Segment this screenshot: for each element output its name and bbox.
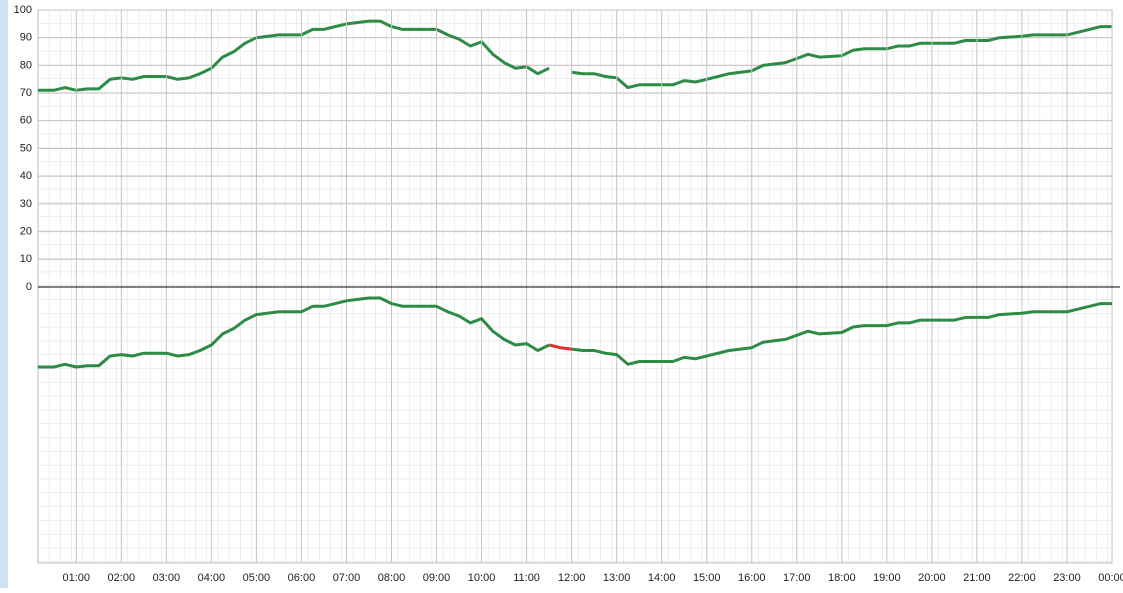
x-tick-label: 03:00 (153, 572, 181, 584)
side-strip (0, 0, 8, 588)
x-tick-label: 00:00 (1098, 572, 1123, 584)
x-tick-label: 20:00 (918, 572, 946, 584)
x-tick-label: 14:00 (648, 572, 676, 584)
x-tick-label: 19:00 (873, 572, 901, 584)
x-tick-label: 11:00 (513, 572, 540, 584)
x-tick-label: 01:00 (63, 572, 91, 584)
x-tick-label: 16:00 (738, 572, 766, 584)
y-tick-label: 60 (20, 115, 32, 127)
x-tick-label: 09:00 (423, 572, 451, 584)
series-line (38, 19, 1112, 92)
series-line (548, 343, 572, 351)
y-tick-label: 90 (20, 32, 32, 44)
x-tick-label: 06:00 (288, 572, 316, 584)
x-tick-label: 13:00 (603, 572, 631, 584)
y-tick-label: 20 (20, 226, 32, 238)
x-tick-label: 22:00 (1008, 572, 1036, 584)
x-tick-label: 15:00 (693, 572, 721, 584)
y-tick-label: 0 (26, 281, 32, 293)
y-tick-label: 50 (20, 142, 32, 154)
x-tick-label: 02:00 (108, 572, 136, 584)
y-tick-label: 80 (20, 59, 32, 71)
x-tick-label: 21:00 (963, 572, 991, 584)
x-tick-label: 17:00 (783, 572, 811, 584)
x-tick-label: 12:00 (558, 572, 586, 584)
y-tick-label: 100 (14, 4, 32, 16)
x-tick-label: 04:00 (198, 572, 226, 584)
x-tick-label: 07:00 (333, 572, 361, 584)
y-tick-label: 70 (20, 87, 32, 99)
y-tick-label: 10 (20, 253, 32, 265)
x-tick-label: 05:00 (243, 572, 271, 584)
y-tick-label: 30 (20, 198, 32, 210)
x-tick-label: 18:00 (828, 572, 856, 584)
x-tick-label: 08:00 (378, 572, 406, 584)
series-line (38, 296, 1112, 369)
x-tick-label: 23:00 (1053, 572, 1081, 584)
y-tick-label: 40 (20, 170, 32, 182)
x-tick-label: 10:00 (468, 572, 496, 584)
